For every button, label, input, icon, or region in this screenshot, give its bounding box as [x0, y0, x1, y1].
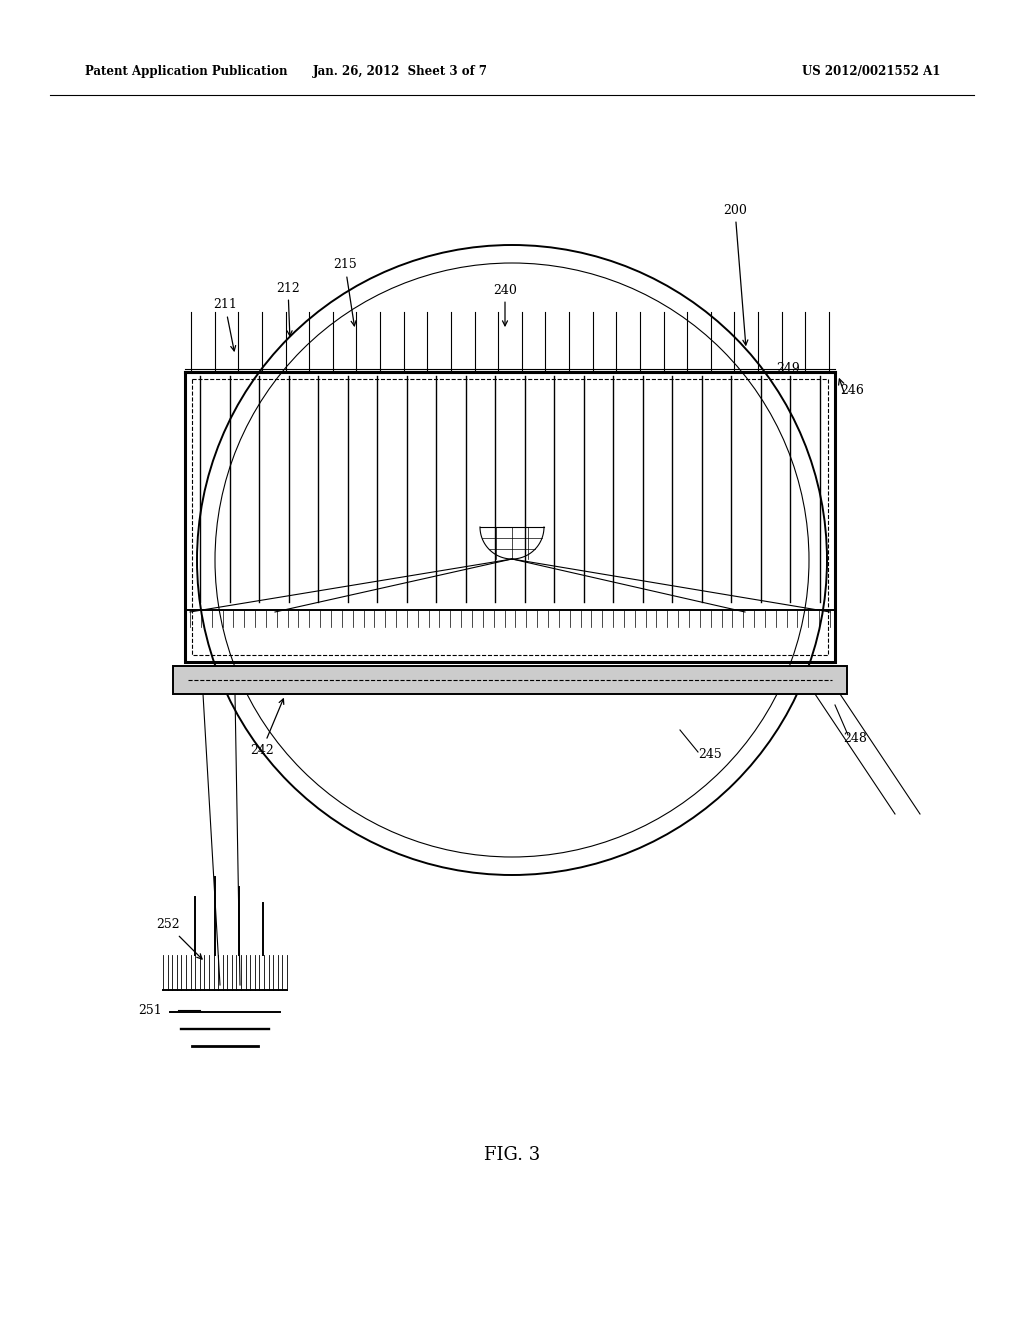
Bar	[185, 372, 835, 663]
Text: 242: 242	[250, 698, 284, 756]
Bar	[193, 379, 828, 655]
Bar	[173, 667, 847, 694]
Text: 245: 245	[698, 748, 722, 762]
Text: 251: 251	[138, 1003, 162, 1016]
Text: 240: 240	[494, 284, 517, 326]
Text: 200: 200	[723, 203, 748, 345]
Text: 215: 215	[333, 259, 357, 326]
Text: Patent Application Publication: Patent Application Publication	[85, 66, 288, 78]
Text: US 2012/0021552 A1: US 2012/0021552 A1	[802, 66, 940, 78]
Text: FIG. 3: FIG. 3	[484, 1146, 540, 1164]
Text: Jan. 26, 2012  Sheet 3 of 7: Jan. 26, 2012 Sheet 3 of 7	[312, 66, 487, 78]
Text: 249: 249	[776, 362, 800, 375]
Text: 246: 246	[840, 384, 864, 396]
Text: 252: 252	[157, 919, 202, 960]
Text: 248: 248	[843, 731, 867, 744]
Text: 211: 211	[213, 298, 237, 351]
Text: 212: 212	[276, 281, 300, 335]
